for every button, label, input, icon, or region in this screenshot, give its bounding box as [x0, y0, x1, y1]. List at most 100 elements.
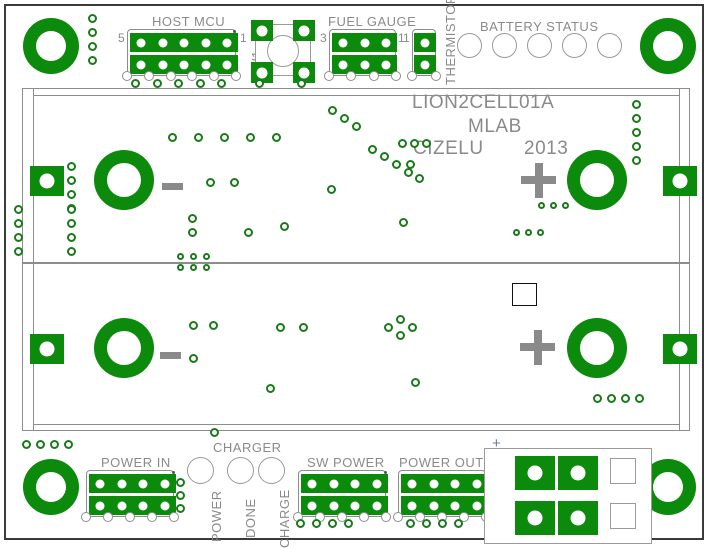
via [88, 42, 97, 51]
connector-pad[interactable] [401, 496, 423, 515]
charger-led-label-power: POWER [209, 490, 224, 542]
connector-pad[interactable] [375, 33, 398, 52]
connector-pad[interactable] [89, 496, 111, 515]
connector-pad[interactable] [130, 55, 152, 74]
connector-pad[interactable] [353, 33, 376, 52]
battery-status-led [597, 33, 622, 58]
via [408, 323, 417, 332]
connector-notch [393, 512, 403, 522]
connector-pad[interactable] [301, 474, 323, 493]
connector-notch [407, 71, 417, 81]
via [422, 139, 431, 148]
connector-pad[interactable] [465, 496, 488, 515]
connector-pad[interactable] [110, 474, 133, 493]
via [280, 222, 289, 231]
board-outline [4, 4, 704, 540]
connector-pad[interactable] [414, 33, 436, 52]
connector-pad[interactable] [401, 474, 423, 493]
connector-pad[interactable] [465, 474, 488, 493]
connector-pad[interactable] [414, 55, 436, 74]
host-mcu-pin1-dot [233, 30, 236, 33]
via [174, 79, 184, 88]
via [415, 174, 424, 183]
connector-pad[interactable] [151, 55, 174, 74]
connector-pad[interactable] [344, 496, 367, 515]
connector-pad[interactable] [332, 33, 354, 52]
connector-pad[interactable] [444, 474, 467, 493]
battery-pad-upper-right[interactable] [558, 456, 598, 490]
connector-pad[interactable] [344, 474, 367, 493]
power-in-pin1-dot [172, 471, 175, 474]
via [266, 384, 275, 393]
connector-pad[interactable] [322, 496, 345, 515]
component-outline-square [512, 283, 537, 306]
connector-pad[interactable] [132, 496, 155, 515]
connector-pad[interactable] [322, 474, 345, 493]
connector-pad[interactable] [332, 55, 354, 74]
connector-pad[interactable] [173, 55, 196, 74]
via [422, 519, 431, 528]
connector-notch [143, 71, 154, 81]
connector-pad[interactable] [110, 496, 133, 515]
via [538, 202, 545, 209]
battery-pad-lower-left[interactable] [515, 501, 555, 535]
via [203, 264, 210, 271]
connector-notch [415, 512, 425, 522]
connector-pad[interactable] [422, 474, 445, 493]
battery-status-led [562, 33, 587, 58]
connector-notch [324, 71, 334, 81]
battery-clip-lower [610, 503, 636, 529]
connector-pad[interactable] [365, 474, 388, 493]
via [203, 253, 210, 260]
connector-pad[interactable] [365, 496, 388, 515]
board-year: 2013 [524, 138, 569, 159]
connector-pad[interactable] [151, 33, 174, 52]
via [168, 133, 177, 142]
via [406, 519, 415, 528]
connector-pad[interactable] [375, 55, 398, 74]
via [188, 228, 197, 237]
connector-pad[interactable] [353, 55, 376, 74]
charger-led-label-done: DONE [243, 498, 258, 538]
connector-pad[interactable] [194, 55, 217, 74]
connector-pad[interactable] [89, 474, 111, 493]
charger-led [187, 457, 214, 484]
via [176, 491, 185, 500]
connector-pad[interactable] [216, 33, 239, 52]
via [209, 321, 218, 330]
battery-pad-lower-right[interactable] [558, 501, 598, 535]
via [177, 264, 184, 271]
via [50, 440, 59, 449]
connector-pad[interactable] [301, 496, 323, 515]
connector-notch [147, 512, 157, 522]
connector-pad[interactable] [132, 474, 155, 493]
connector-notch [169, 512, 179, 522]
power-out-label: POWER OUT [399, 455, 484, 470]
connector-pad[interactable] [153, 496, 176, 515]
via [328, 519, 337, 528]
via [64, 440, 73, 449]
connector-pad[interactable] [194, 33, 217, 52]
via [399, 218, 408, 227]
via [398, 139, 407, 148]
via [255, 79, 264, 88]
battery-pad-upper-left[interactable] [515, 456, 555, 490]
connector-pad[interactable] [216, 55, 239, 74]
via [14, 205, 23, 214]
connector-pad[interactable] [173, 33, 196, 52]
via [550, 202, 557, 209]
connector-pad[interactable] [444, 496, 467, 515]
connector-pad[interactable] [130, 33, 152, 52]
via [14, 233, 23, 242]
host-mcu-pin-last: 5 [118, 31, 126, 45]
connector-notch [125, 512, 135, 522]
sw1-pad-bl [251, 62, 273, 83]
via [632, 142, 641, 151]
connector-pad[interactable] [153, 474, 176, 493]
sw1-pad-tl [251, 20, 273, 41]
charger-led-label-charge: CHARGE [277, 489, 292, 548]
via [276, 323, 285, 332]
connector-pad[interactable] [422, 496, 445, 515]
via [194, 133, 203, 142]
